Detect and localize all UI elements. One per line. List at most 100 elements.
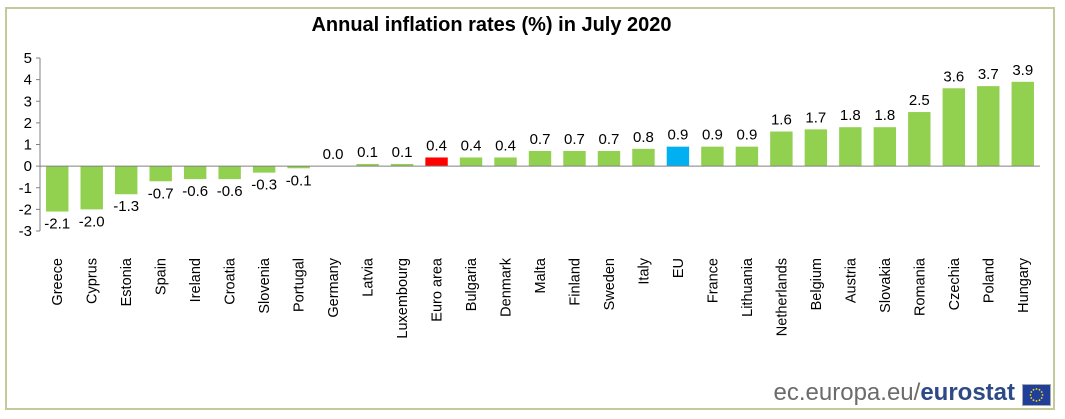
source-url: ec.europa.eu/	[773, 379, 921, 406]
data-label: 3.7	[978, 66, 999, 83]
data-label: 0.4	[426, 137, 447, 154]
x-tick-label: Belgium	[809, 258, 825, 310]
x-tick-label: Luxembourg	[395, 258, 411, 339]
data-label: 0.9	[702, 127, 723, 144]
y-tick-label: -1	[19, 180, 32, 197]
x-tick-label: Ireland	[188, 258, 204, 302]
y-tick-label: 5	[24, 50, 32, 67]
data-label: 1.8	[840, 107, 861, 124]
bar	[735, 146, 759, 167]
flag-star	[1038, 388, 1041, 391]
bar	[977, 86, 1000, 167]
y-tick-label: -2	[19, 201, 32, 218]
data-label: 0.7	[599, 131, 620, 148]
x-tick-label: Sweden	[602, 258, 618, 310]
bar	[770, 131, 793, 167]
x-tick-label: Czechia	[947, 257, 963, 310]
data-label: -0.7	[148, 185, 174, 202]
eu-flag-icon	[1022, 384, 1051, 406]
data-label: 2.5	[909, 92, 930, 109]
x-tick-label: Bulgaria	[464, 257, 480, 311]
data-label: 0.8	[633, 129, 654, 146]
x-tick-label: Latvia	[361, 257, 377, 297]
x-tick-label: Romania	[912, 257, 928, 316]
flag-star	[1032, 388, 1035, 391]
y-tick-label: 3	[24, 93, 32, 110]
flag-star	[1041, 394, 1044, 396]
data-label: 0.0	[323, 146, 344, 163]
bar	[149, 166, 172, 182]
bar	[563, 150, 586, 167]
bar	[356, 163, 379, 167]
y-tick-label: 1	[24, 137, 32, 154]
x-tick-label: Portugal	[292, 258, 308, 312]
bar	[218, 166, 241, 180]
bar	[701, 146, 724, 167]
x-tick-label: Slovenia	[257, 257, 273, 314]
x-tick-label: Poland	[981, 258, 997, 303]
bar	[1011, 81, 1034, 167]
y-tick-label: 4	[24, 72, 32, 89]
flag-star	[1032, 399, 1035, 402]
bar	[80, 166, 103, 210]
flag-star	[1035, 388, 1038, 390]
data-label: -0.3	[251, 177, 277, 194]
x-tick-label: Croatia	[223, 257, 239, 305]
data-label: 0.1	[357, 144, 378, 161]
bar	[597, 150, 621, 167]
bar	[494, 157, 517, 167]
data-label: 0.4	[495, 137, 516, 154]
x-tick-label: Germany	[326, 257, 342, 317]
bar	[942, 88, 965, 167]
bar	[804, 129, 828, 167]
data-label: 0.7	[530, 131, 551, 148]
x-tick-label: Cyprus	[85, 258, 101, 304]
x-tick-label: Hungary	[1016, 257, 1032, 313]
bar	[390, 163, 414, 167]
x-tick-label: Austria	[843, 257, 859, 303]
bar	[839, 127, 862, 167]
data-label: 1.6	[771, 112, 792, 129]
data-label: 0.9	[736, 127, 757, 144]
flag-star	[1030, 391, 1033, 393]
x-tick-label: Finland	[567, 258, 583, 306]
flag-star	[1035, 400, 1038, 402]
bar	[632, 148, 655, 167]
bar	[459, 157, 483, 167]
chart-frame	[5, 7, 1055, 410]
data-label: 1.7	[805, 109, 826, 126]
y-tick-label: 0	[24, 158, 32, 175]
data-label: -1.3	[113, 198, 139, 215]
x-tick-label: Denmark	[499, 257, 515, 317]
bar	[425, 157, 448, 167]
data-label: 0.9	[668, 127, 689, 144]
bar	[183, 166, 207, 180]
chart-title: Annual inflation rates (%) in July 2020	[311, 14, 672, 36]
x-tick-label: Euro area	[430, 257, 446, 322]
data-label: 3.9	[1012, 62, 1033, 79]
data-label: -0.6	[182, 183, 208, 200]
source-credit: ec.europa.eu/eurostat	[774, 379, 1015, 407]
data-label: -2.1	[44, 216, 70, 233]
flag-star	[1030, 397, 1033, 399]
bar	[666, 146, 690, 167]
flag-star	[1040, 391, 1043, 393]
bar	[908, 112, 931, 167]
x-tick-label: Slovakia	[878, 257, 894, 313]
y-tick-label: 2	[24, 115, 32, 132]
eu-flag-stars	[1029, 388, 1044, 402]
x-tick-label: Estonia	[119, 257, 135, 306]
x-tick-label: France	[705, 258, 721, 303]
flag-star	[1038, 399, 1041, 402]
x-tick-label: Greece	[50, 258, 66, 306]
bar	[873, 127, 897, 167]
x-tick-label: Lithuania	[740, 257, 756, 317]
x-tick-label: Malta	[533, 257, 549, 293]
flag-star	[1029, 394, 1032, 396]
bar	[46, 166, 69, 212]
data-label: -2.0	[79, 213, 105, 230]
data-label: 1.8	[874, 107, 895, 124]
data-label: -0.1	[286, 172, 312, 189]
eurostat-brand: eurostat	[920, 379, 1015, 406]
